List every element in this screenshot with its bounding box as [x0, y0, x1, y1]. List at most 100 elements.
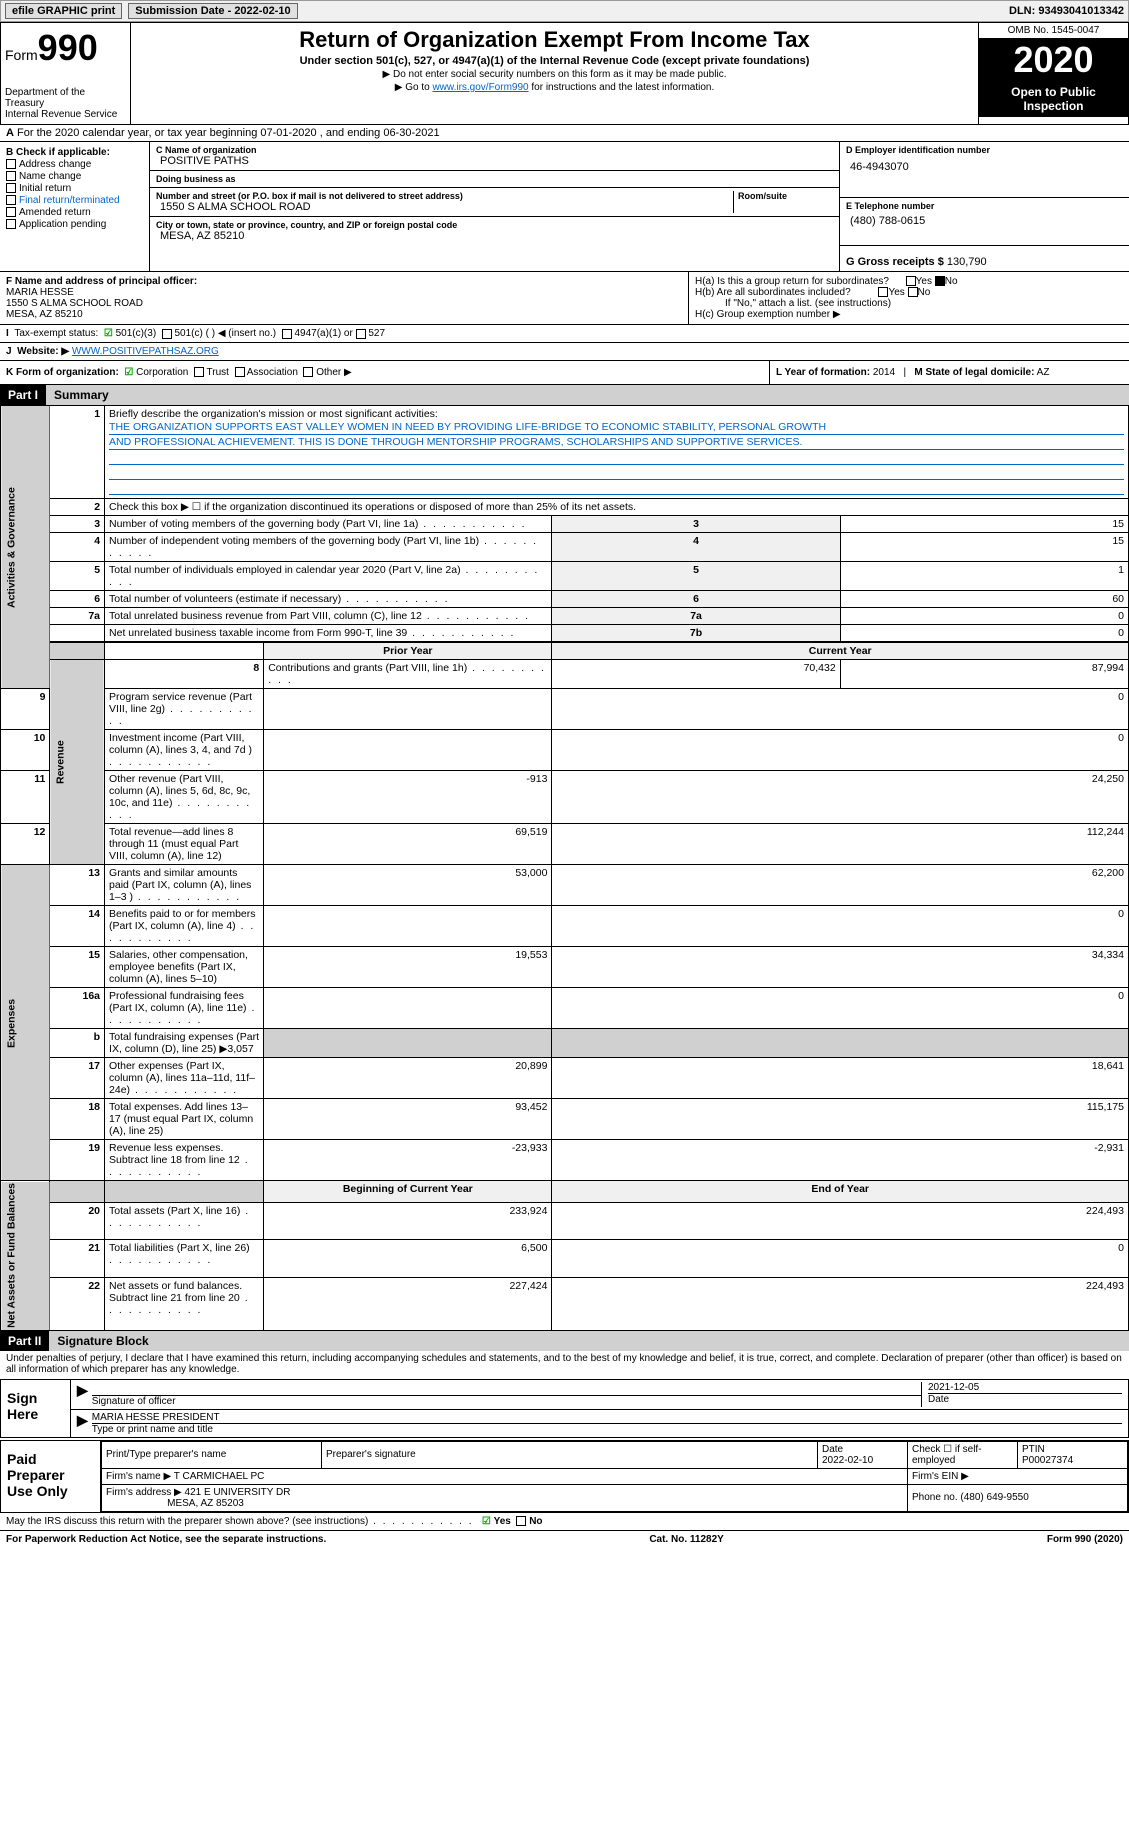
cb-assoc[interactable] [235, 367, 245, 377]
exp-row: 15Salaries, other compensation, employee… [1, 947, 1129, 988]
firm-ein-label: Firm's EIN ▶ [908, 1468, 1128, 1484]
footer-left: For Paperwork Reduction Act Notice, see … [6, 1534, 326, 1545]
k-corp[interactable]: Corporation [136, 367, 188, 378]
cb-other[interactable] [303, 367, 313, 377]
exp-row: 17Other expenses (Part IX, column (A), l… [1, 1058, 1129, 1099]
box-d: D Employer identification number 46-4943… [840, 142, 1129, 198]
mission-blank1 [109, 451, 1124, 465]
check-b-column: B Check if applicable: Address change Na… [0, 142, 150, 271]
cb-501c[interactable] [162, 329, 172, 339]
d-label: D Employer identification number [846, 145, 1123, 155]
website-link[interactable]: WWW.POSITIVEPATHSAZ.ORG [72, 346, 219, 357]
officer-name: MARIA HESSE [6, 287, 74, 298]
discuss-no[interactable] [516, 1516, 526, 1526]
exp-row: bTotal fundraising expenses (Part IX, co… [1, 1029, 1129, 1058]
ha-no[interactable] [935, 276, 945, 286]
gross-receipts: 130,790 [947, 256, 987, 268]
hb-no[interactable] [908, 287, 918, 297]
cb-address[interactable]: Address change [6, 159, 143, 170]
cb-final[interactable]: Final return/terminated [6, 195, 143, 206]
part2-num: Part II [0, 1331, 49, 1351]
part1-num: Part I [0, 385, 46, 405]
sig-officer-label: Signature of officer [92, 1396, 921, 1407]
box-g: G Gross receipts $ 130,790 [840, 246, 1129, 271]
cb-pending[interactable]: Application pending [6, 219, 143, 230]
form-note1: ▶ Do not enter social security numbers o… [141, 69, 968, 80]
officer-printed-name: MARIA HESSE PRESIDENT [92, 1412, 1122, 1424]
gov-row: Net unrelated business taxable income fr… [1, 625, 1129, 643]
part2-header: Part II Signature Block [0, 1331, 1129, 1351]
i-501c3[interactable]: 501(c)(3) [116, 328, 157, 339]
h-ifno: If "No," attach a list. (see instruction… [695, 298, 1123, 309]
ptin-label: PTIN [1022, 1444, 1045, 1455]
box-c-name: C Name of organization POSITIVE PATHS [150, 142, 839, 171]
cb-trust[interactable] [194, 367, 204, 377]
hb-label: H(b) Are all subordinates included? [695, 287, 851, 298]
mission-1: THE ORGANIZATION SUPPORTS EAST VALLEY WO… [109, 421, 1124, 435]
gov-row: 7aTotal unrelated business revenue from … [1, 608, 1129, 625]
gov-row: 4Number of independent voting members of… [1, 533, 1129, 562]
cb-amended[interactable]: Amended return [6, 207, 143, 218]
exp-row: 18Total expenses. Add lines 13–17 (must … [1, 1099, 1129, 1140]
box-f: F Name and address of principal officer:… [0, 272, 689, 324]
page-footer: For Paperwork Reduction Act Notice, see … [0, 1531, 1129, 1548]
discuss-text: May the IRS discuss this return with the… [6, 1516, 474, 1527]
box-e: E Telephone number (480) 788-0615 [840, 198, 1129, 246]
j-label: Website: ▶ [17, 346, 69, 357]
firm-city: MESA, AZ 85203 [167, 1498, 244, 1509]
box-h: H(a) Is this a group return for subordin… [689, 272, 1129, 324]
penalty-text: Under penalties of perjury, I declare th… [0, 1351, 1129, 1377]
k-other: Other ▶ [316, 367, 351, 378]
self-emp-check[interactable]: Check ☐ if self-employed [908, 1441, 1018, 1468]
discuss-row: May the IRS discuss this return with the… [0, 1513, 1129, 1531]
part1-title: Summary [46, 385, 1129, 405]
hc-label: H(c) Group exemption number ▶ [695, 309, 1123, 320]
c-label: C Name of organization [156, 145, 833, 155]
row-fh: F Name and address of principal officer:… [0, 271, 1129, 324]
cb-namechange[interactable]: Name change [6, 171, 143, 182]
efile-label[interactable]: efile GRAPHIC print [5, 3, 122, 19]
check-icon: ☑ [104, 328, 113, 339]
mission-label: Briefly describe the organization's miss… [109, 408, 438, 420]
mission-blank3 [109, 481, 1124, 495]
city-val: MESA, AZ 85210 [156, 230, 833, 242]
form-prefix: Form [5, 47, 38, 63]
i-label: Tax-exempt status: [14, 328, 98, 339]
ha-yes[interactable] [906, 276, 916, 286]
room-label: Room/suite [738, 191, 833, 201]
arrow-icon: ▶ [77, 1412, 88, 1435]
exp-row: 14Benefits paid to or for members (Part … [1, 906, 1129, 947]
phone-label: Phone no. [912, 1492, 958, 1503]
ein-val: 46-4943070 [846, 161, 1123, 173]
note2-pre: ▶ Go to [395, 82, 433, 93]
form-header: Form990 Department of the Treasury Inter… [0, 22, 1129, 125]
officer-addr2: MESA, AZ 85210 [6, 309, 83, 320]
form-note2: ▶ Go to www.irs.gov/Form990 for instruct… [141, 82, 968, 93]
addr-val: 1550 S ALMA SCHOOL ROAD [156, 201, 733, 213]
irs-link[interactable]: www.irs.gov/Form990 [432, 82, 528, 93]
footer-right: Form 990 (2020) [1047, 1534, 1123, 1545]
na-row: 22Net assets or fund balances. Subtract … [1, 1277, 1129, 1330]
i-4947: 4947(a)(1) or [294, 328, 352, 339]
cb-527[interactable] [356, 329, 366, 339]
psig-label: Preparer's signature [322, 1441, 818, 1468]
firm-addr-label: Firm's address ▶ [106, 1487, 182, 1498]
gov-row: 5Total number of individuals employed in… [1, 562, 1129, 591]
dept-label: Department of the Treasury Internal Reve… [5, 87, 126, 120]
officer-addr1: 1550 S ALMA SCHOOL ROAD [6, 298, 143, 309]
city-label: City or town, state or province, country… [156, 220, 833, 230]
dln: DLN: 93493041013342 [1009, 5, 1124, 17]
ha-label: H(a) Is this a group return for subordin… [695, 276, 889, 287]
side-expenses: Expenses [1, 865, 50, 1181]
cb-initial[interactable]: Initial return [6, 183, 143, 194]
box-city: City or town, state or province, country… [150, 217, 839, 245]
form-title: Return of Organization Exempt From Incom… [141, 27, 968, 53]
cb-4947[interactable] [282, 329, 292, 339]
gov-row: 6Total number of volunteers (estimate if… [1, 591, 1129, 608]
tax-year: 2020 [979, 39, 1128, 81]
hb-yes[interactable] [878, 287, 888, 297]
mission-blank2 [109, 466, 1124, 480]
e-label: E Telephone number [846, 201, 1123, 211]
sig-date-label: Date [928, 1394, 1122, 1405]
rev-row: 9Program service revenue (Part VIII, lin… [1, 689, 1129, 730]
